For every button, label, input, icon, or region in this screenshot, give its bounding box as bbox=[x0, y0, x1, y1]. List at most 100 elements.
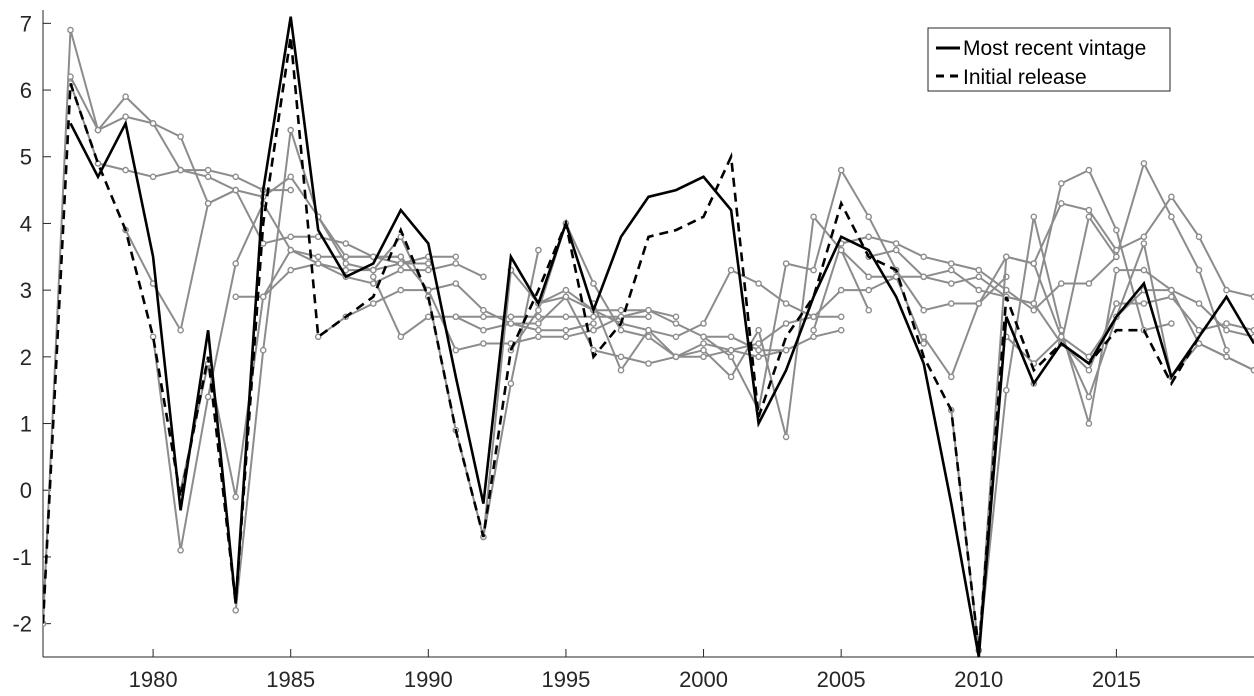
data-point-marker bbox=[1085, 213, 1093, 221]
data-point-marker bbox=[287, 266, 295, 274]
data-point-marker bbox=[149, 333, 157, 341]
y-tick-label: 7 bbox=[20, 11, 32, 36]
data-point-marker bbox=[920, 340, 928, 347]
data-point-marker bbox=[727, 353, 735, 361]
data-point-marker bbox=[535, 313, 542, 321]
data-point-marker bbox=[837, 286, 845, 294]
data-point-marker bbox=[287, 126, 295, 134]
data-point-marker bbox=[507, 313, 515, 321]
data-point-marker bbox=[507, 380, 515, 387]
x-tick-label: 2015 bbox=[1092, 667, 1141, 692]
data-point-marker bbox=[314, 260, 322, 267]
x-tick-label: 1995 bbox=[541, 667, 590, 692]
data-point-marker bbox=[232, 293, 239, 301]
series-line bbox=[234, 129, 540, 611]
data-point-marker bbox=[645, 360, 652, 367]
data-point-marker bbox=[1113, 266, 1120, 274]
data-point-marker bbox=[837, 326, 845, 334]
data-point-marker bbox=[920, 333, 928, 341]
data-point-marker bbox=[149, 173, 157, 181]
data-point-marker bbox=[1195, 233, 1203, 241]
data-point-marker bbox=[1003, 386, 1010, 394]
data-point-marker bbox=[535, 333, 542, 341]
data-point-marker bbox=[452, 260, 460, 267]
data-point-marker bbox=[892, 246, 900, 254]
data-point-marker bbox=[590, 313, 597, 321]
data-point-marker bbox=[837, 313, 845, 321]
data-point-marker bbox=[480, 326, 487, 334]
data-point-marker bbox=[1168, 193, 1175, 201]
series-most-recent-vintage bbox=[69, 16, 1254, 658]
data-point-marker bbox=[782, 320, 790, 327]
data-point-marker bbox=[755, 280, 762, 287]
data-point-marker bbox=[562, 333, 570, 341]
series-line bbox=[950, 216, 1254, 651]
data-point-marker bbox=[1168, 293, 1175, 301]
data-point-marker bbox=[1030, 260, 1038, 267]
data-point-marker bbox=[672, 313, 680, 321]
data-point-marker bbox=[617, 306, 625, 314]
y-tick-label: 4 bbox=[20, 211, 32, 236]
data-point-marker bbox=[369, 300, 377, 307]
data-point-marker bbox=[920, 306, 928, 314]
data-point-marker bbox=[342, 253, 350, 261]
data-point-marker bbox=[1085, 393, 1093, 401]
data-point-marker bbox=[1085, 280, 1093, 287]
data-point-marker bbox=[149, 120, 157, 127]
data-point-marker bbox=[397, 333, 405, 341]
data-point-marker bbox=[1030, 300, 1038, 307]
series-line bbox=[69, 83, 401, 258]
data-point-marker bbox=[535, 326, 542, 334]
x-tick-label: 1985 bbox=[266, 667, 315, 692]
data-point-marker bbox=[452, 280, 460, 287]
data-point-marker bbox=[204, 393, 212, 401]
y-tick-label: 6 bbox=[20, 78, 32, 103]
data-point-marker bbox=[535, 306, 542, 314]
data-point-marker bbox=[452, 313, 460, 321]
legend-label-initial-release: Initial release bbox=[963, 66, 1087, 89]
data-point-marker bbox=[645, 306, 652, 314]
data-point-marker bbox=[122, 166, 129, 174]
data-point-marker bbox=[232, 493, 239, 501]
data-point-marker bbox=[232, 173, 239, 181]
data-point-marker bbox=[700, 340, 707, 347]
data-point-marker bbox=[1250, 326, 1254, 334]
vintage-series bbox=[369, 273, 680, 341]
data-point-marker bbox=[782, 346, 790, 354]
data-point-marker bbox=[122, 113, 129, 120]
data-point-marker bbox=[1195, 326, 1203, 334]
data-point-marker bbox=[1140, 300, 1148, 307]
series-line bbox=[840, 168, 1172, 332]
data-point-marker bbox=[975, 273, 983, 281]
x-tick-label: 2010 bbox=[954, 667, 1003, 692]
data-point-marker bbox=[562, 313, 570, 321]
data-point-marker bbox=[1003, 253, 1010, 261]
data-point-marker bbox=[397, 286, 405, 294]
data-point-marker bbox=[1223, 326, 1230, 334]
data-point-marker bbox=[810, 266, 817, 274]
series-line bbox=[812, 235, 1118, 331]
series-initial-release bbox=[43, 36, 1228, 651]
series-line bbox=[235, 248, 594, 332]
vintage-series bbox=[590, 266, 928, 374]
data-point-marker bbox=[1113, 300, 1120, 307]
data-point-marker bbox=[1140, 160, 1148, 167]
data-point-marker bbox=[452, 346, 460, 354]
data-point-marker bbox=[94, 126, 102, 134]
data-point-marker bbox=[948, 300, 955, 307]
y-tick-label: -1 bbox=[12, 545, 32, 570]
y-tick-label: 5 bbox=[20, 145, 32, 170]
series-line bbox=[702, 167, 1007, 414]
x-tick-label: 1990 bbox=[404, 667, 453, 692]
data-point-marker bbox=[727, 346, 735, 354]
data-point-marker bbox=[948, 260, 955, 267]
data-point-marker bbox=[975, 300, 983, 307]
data-point-marker bbox=[1085, 206, 1093, 214]
data-point-marker bbox=[259, 293, 267, 301]
data-point-marker bbox=[617, 366, 625, 374]
y-tick-label: 2 bbox=[20, 345, 32, 370]
data-point-marker bbox=[1058, 280, 1065, 287]
data-point-marker bbox=[1250, 366, 1254, 374]
data-point-marker bbox=[204, 173, 212, 181]
data-point-marker bbox=[342, 240, 350, 247]
